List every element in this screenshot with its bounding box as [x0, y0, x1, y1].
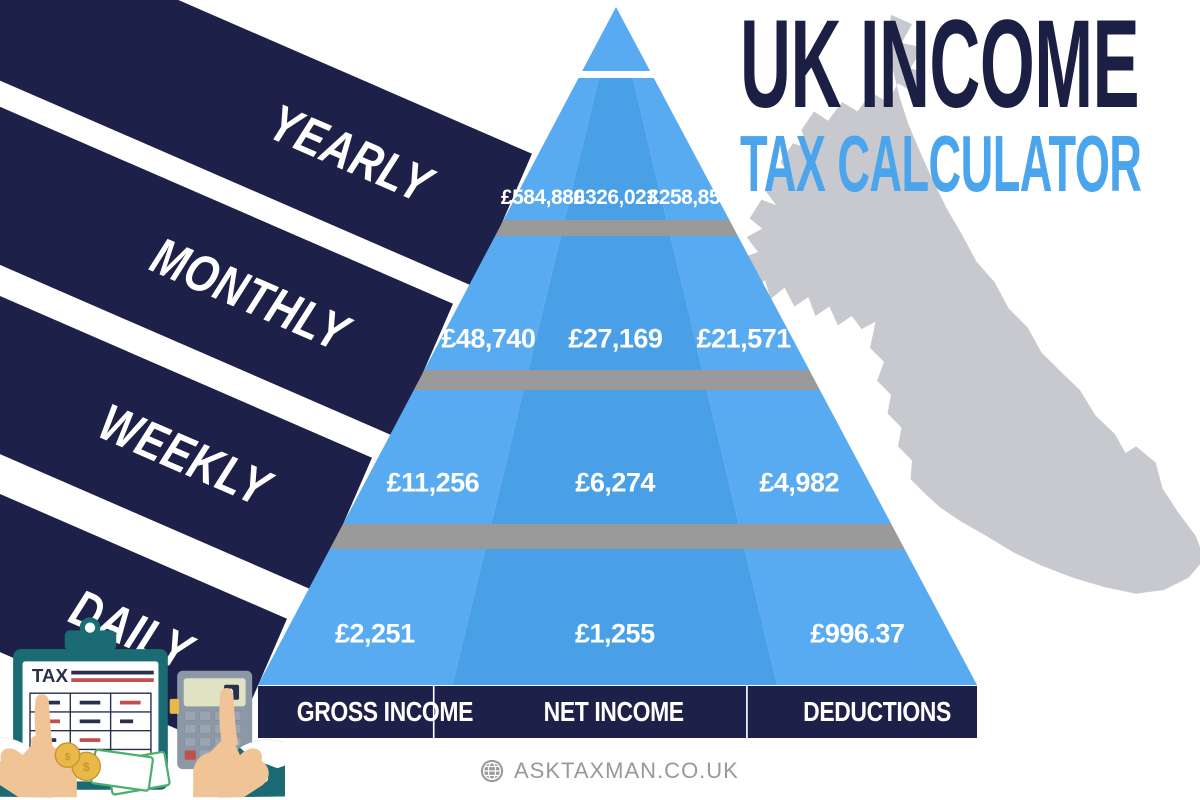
svg-text:TAX: TAX — [32, 665, 69, 686]
svg-text:$: $ — [65, 752, 71, 763]
svg-text:$: $ — [83, 760, 90, 774]
